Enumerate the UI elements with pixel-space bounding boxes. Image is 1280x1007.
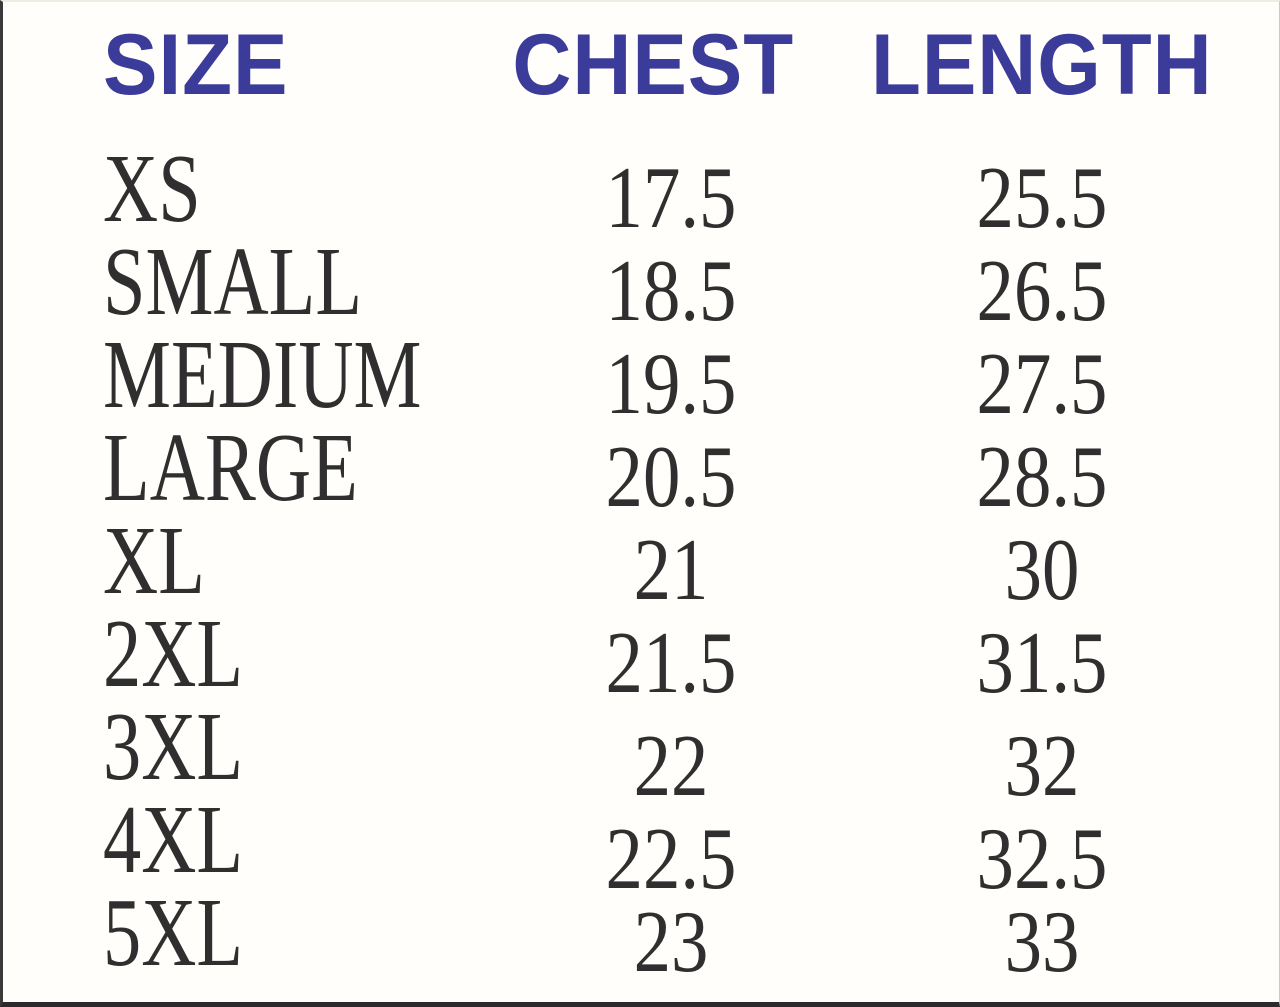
size-cell: 5XL [103,879,244,987]
size-chart: SIZE CHEST LENGTH XS 17.5 25.5 SMALL 18.… [3,2,1279,1002]
table-row: MEDIUM 19.5 27.5 [3,326,1279,429]
length-cell: 25.5 [976,150,1107,247]
size-cell: XL [103,507,205,615]
size-cell: LARGE [103,414,358,522]
column-header-length-cell: LENGTH [803,16,1280,115]
column-header-size-cell: SIZE [103,16,503,115]
table-row: XS 17.5 25.5 [3,140,1279,243]
table-row: 2XL 21.5 31.5 [3,605,1279,708]
chest-cell: 17.5 [605,150,736,247]
column-header-chest: CHEST [512,17,794,113]
column-header-length: LENGTH [870,17,1213,113]
chest-cell: 19.5 [605,336,736,433]
size-cell: 2XL [103,600,244,708]
size-cell: SMALL [103,228,363,336]
length-cell: 27.5 [976,336,1107,433]
table-row: 5XL 23 33 [3,884,1279,987]
length-cell: 32.5 [976,811,1107,908]
chest-cell: 21 [633,522,708,619]
size-cell: XS [103,135,201,243]
table-row: XL 21 30 [3,512,1279,615]
length-cell: 26.5 [976,243,1107,340]
length-cell: 32 [1004,718,1079,815]
chest-cell: 23 [633,894,708,991]
size-cell: 4XL [103,786,244,894]
chest-cell: 22.5 [605,811,736,908]
chest-cell: 18.5 [605,243,736,340]
column-header-chest-cell: CHEST [503,16,803,115]
length-cell: 28.5 [976,429,1107,526]
size-cell: MEDIUM [103,321,422,429]
chest-cell: 22 [633,718,708,815]
length-cell: 31.5 [976,615,1107,712]
length-cell: 30 [1004,522,1079,619]
table-row: SMALL 18.5 26.5 [3,233,1279,336]
table-row: LARGE 20.5 28.5 [3,419,1279,522]
chest-cell: 21.5 [605,615,736,712]
table-header: SIZE CHEST LENGTH [3,2,1279,140]
table-row: 4XL 22.5 32.5 [3,791,1279,904]
column-header-size: SIZE [103,17,289,113]
chest-cell: 20.5 [605,429,736,526]
size-cell: 3XL [103,693,244,801]
table-row: 3XL 22 32 [3,698,1279,811]
length-cell: 33 [1004,894,1079,991]
